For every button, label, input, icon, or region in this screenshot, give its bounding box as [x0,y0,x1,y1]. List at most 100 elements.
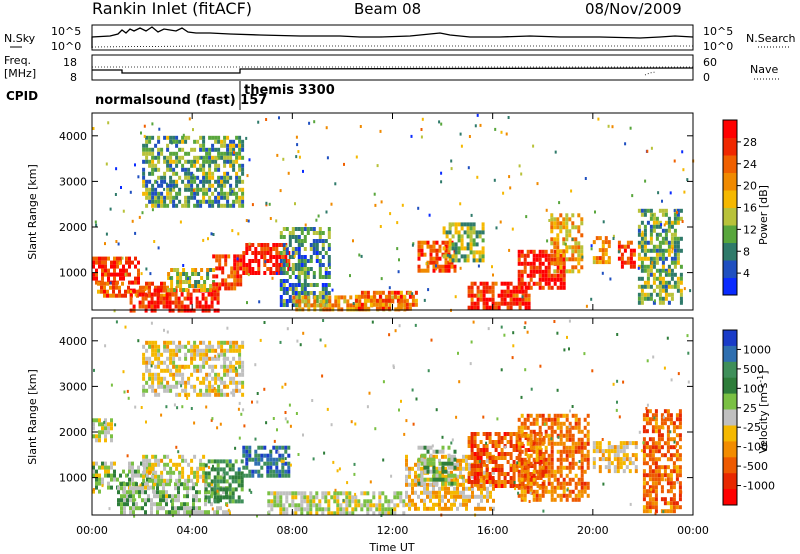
data-cell [184,394,187,398]
data-cell [157,474,161,479]
data-cell [568,233,572,238]
data-cell [672,485,676,490]
data-cell [405,490,408,495]
data-cell [128,494,130,498]
data-cell [267,499,271,504]
data-cell [595,236,599,241]
data-cell [321,283,325,287]
data-cell [542,456,546,460]
data-cell [149,272,152,276]
data-cell [124,289,127,294]
data-cell [675,425,679,430]
data-cell [654,469,658,474]
data-cell [515,285,519,290]
data-cell [420,453,424,458]
data-cell [141,300,145,305]
data-cell [163,199,167,204]
data-cell [590,244,593,248]
data-cell [197,272,201,276]
data-cell [285,287,289,291]
data-cell [562,493,566,498]
data-cell [512,476,516,480]
data-cell [107,268,110,273]
data-cell [568,469,572,474]
data-cell [580,485,584,490]
data-cell [479,484,483,488]
data-cell [333,495,337,500]
data-cell [269,251,273,255]
data-cell [223,392,227,397]
data-cell [529,491,532,495]
data-cell [269,271,273,275]
data-cell [297,503,301,508]
data-cell [327,231,331,235]
data-cell [186,506,189,511]
data-cell [456,482,459,487]
data-cell [313,307,317,312]
data-cell [248,267,252,271]
data-cell [392,364,395,368]
data-cell [241,167,245,172]
data-cell [172,151,176,156]
data-cell [491,289,495,294]
data-cell [564,242,567,246]
data-cell [351,499,355,504]
data-cell [518,448,522,452]
data-cell [270,499,274,504]
data-cell [562,485,566,490]
data-cell [417,457,421,462]
data-cell [666,417,670,422]
data-cell [186,486,189,491]
data-cell [113,309,116,313]
data-cell [196,352,200,357]
data-cell [232,364,236,369]
data-cell [438,473,442,478]
data-cell [348,511,352,516]
data-cell [491,440,495,444]
data-cell [166,384,170,389]
data-cell [646,403,649,407]
data-cell [226,171,230,176]
data-cell [128,260,131,265]
data-cell [270,491,274,496]
data-cell [95,438,98,443]
data-cell [101,477,104,482]
data-cell [115,167,118,171]
data-cell [520,465,524,470]
data-cell [162,288,166,293]
data-cell [137,465,140,470]
data-cell [559,441,563,446]
data-cell [526,261,530,266]
data-cell [530,448,534,452]
data-cell [595,449,599,454]
data-cell [622,461,626,466]
data-cell [669,489,673,494]
data-cell [465,494,468,499]
data-cell [670,232,674,237]
data-cell [544,417,548,422]
data-cell [432,486,435,491]
data-cell [312,247,316,251]
data-cell [499,220,502,224]
data-cell [276,428,278,432]
data-cell [586,449,590,454]
data-cell [466,222,470,227]
data-cell [465,454,468,459]
data-cell [565,237,569,242]
data-cell [577,489,581,494]
data-cell [241,179,245,184]
data-cell [122,469,125,474]
data-cell [217,167,221,172]
data-cell [547,417,551,422]
data-cell [369,298,373,303]
data-cell [427,288,430,292]
data-cell [219,459,223,464]
data-cell [399,294,403,299]
data-cell [297,507,301,512]
data-cell [288,503,292,508]
data-cell [160,413,163,417]
data-cell [315,239,319,243]
data-cell [154,191,158,196]
data-cell [169,356,173,361]
data-cell [118,262,121,266]
